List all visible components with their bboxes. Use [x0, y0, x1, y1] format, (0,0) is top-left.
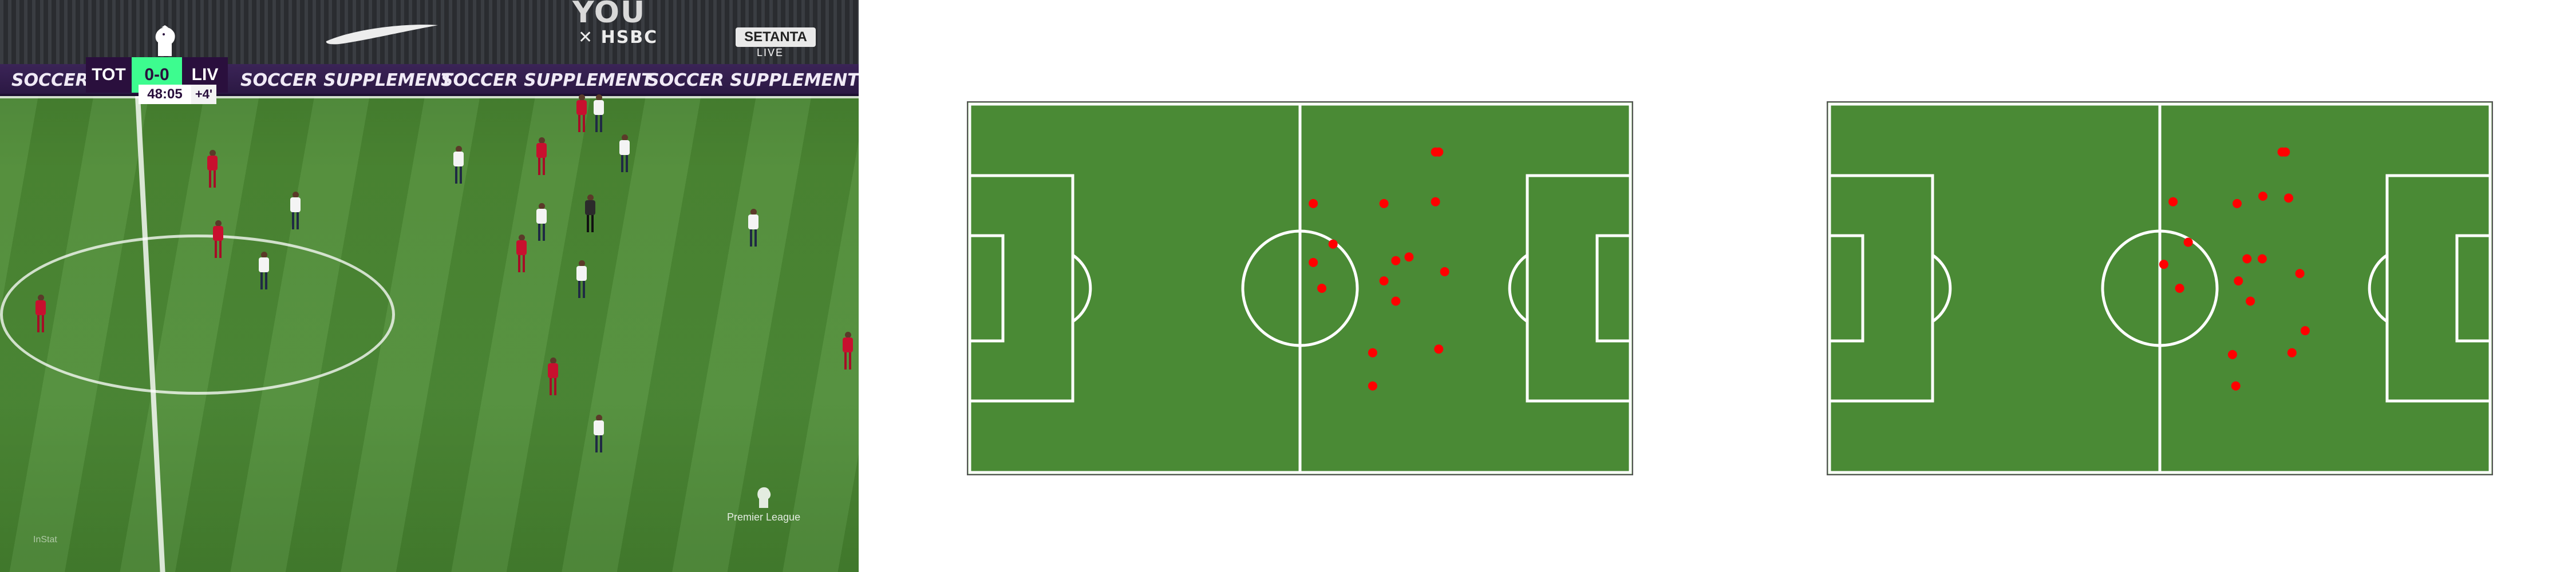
player-figure: [592, 94, 605, 132]
pitch-diagram: [967, 101, 1633, 475]
player-dot: [2258, 192, 2267, 201]
sponsor-you-banner: YOU: [572, 0, 646, 30]
player-dot: [2175, 284, 2184, 293]
radar-pitch: [1826, 101, 2494, 476]
ad-board-text: SOCCER SUPPLEMENT: [647, 70, 859, 90]
player-dots: [1309, 147, 1449, 391]
player-dot: [2159, 260, 2168, 269]
away-team-code: LIV: [182, 57, 228, 93]
player-dot: [1328, 239, 1338, 249]
player-dot: [2295, 269, 2305, 279]
right-goal-area: [2455, 234, 2492, 343]
player-dot: [1431, 197, 1440, 206]
pitch-markings: [1828, 102, 2492, 474]
right-goal-area: [1595, 234, 1632, 343]
player-dot: [1368, 381, 1377, 391]
player-dot: [2287, 348, 2297, 357]
center-circle: [1241, 229, 1359, 347]
touchline: [0, 96, 859, 98]
player-dot: [2234, 276, 2243, 286]
player-dot: [1309, 257, 1318, 267]
player-figure: [575, 260, 588, 298]
player-dot: [1379, 198, 1389, 208]
setanta-logo: SETANTA: [736, 27, 816, 47]
studio-mark: InStat: [33, 535, 57, 545]
player-dot: [1434, 344, 1444, 354]
player-figure: [535, 203, 548, 241]
left-goal-area: [1828, 234, 1864, 343]
player-dot: [1431, 147, 1440, 157]
stadium-stands: YOU ✕ HSBC SETANTA LIVE: [0, 0, 859, 64]
player-dot: [1379, 276, 1389, 286]
player-figure: [535, 137, 548, 175]
player-figure: [592, 415, 605, 452]
home-team-code: TOT: [86, 57, 132, 93]
ad-board-text: SOCCER SUPPLEMENT: [240, 70, 453, 90]
player-dot: [2168, 197, 2178, 206]
player-figure: [206, 150, 219, 188]
player-dot: [2231, 381, 2241, 391]
right-penalty-arc: [1508, 253, 1528, 323]
ad-board-text: SOCCER SUPPLEMENT: [441, 70, 653, 90]
player-figure: [841, 332, 854, 370]
player-figure: [515, 235, 528, 272]
player-dot: [1317, 284, 1327, 293]
center-circle: [0, 235, 395, 395]
pitch-diagram: [1827, 101, 2493, 475]
added-time: +4': [191, 85, 216, 104]
right-penalty-arc: [2368, 253, 2388, 323]
left-goal-area: [968, 234, 1005, 343]
player-dot: [1404, 252, 1414, 262]
match-clock: 48:05: [139, 85, 191, 104]
pitch-markings: [968, 102, 1632, 474]
player-figure: [452, 146, 465, 184]
player-dot: [2257, 254, 2267, 264]
player-figure: [212, 220, 224, 258]
left-penalty-arc: [1931, 253, 1952, 323]
center-circle: [2101, 229, 2219, 347]
player-figure: [575, 94, 588, 132]
premier-league-watermark: Premier League: [727, 486, 800, 523]
player-dot: [1391, 296, 1401, 306]
player-figure: [34, 295, 47, 332]
player-dot: [2246, 296, 2255, 306]
player-figure: [747, 209, 760, 247]
premier-league-lion-icon: [155, 25, 175, 56]
player-figure: [289, 192, 302, 229]
player-dot: [2277, 147, 2287, 157]
player-dot: [2284, 193, 2293, 203]
player-figure: [547, 357, 559, 395]
player-figure: [584, 194, 596, 232]
player-dot: [1391, 256, 1401, 265]
player-figure: [258, 252, 270, 289]
player-dot: [1368, 348, 1377, 357]
broadcast-frame: YOU ✕ HSBC SETANTA LIVE SOCCER SUPPLEMEN…: [0, 0, 859, 572]
sponsor-hsbc-banner: ✕ HSBC: [578, 27, 658, 47]
player-dot: [2227, 349, 2237, 359]
player-dots: [2159, 147, 2310, 391]
player-dot: [2300, 326, 2310, 336]
player-dot: [1440, 267, 1449, 276]
player-figure: [618, 134, 631, 172]
radar-pitch: [966, 101, 1634, 476]
player-dot: [2233, 198, 2242, 208]
left-penalty-arc: [1072, 253, 1092, 323]
player-dot: [2183, 237, 2193, 247]
player-dot: [1309, 198, 1318, 208]
player-dot: [2242, 254, 2252, 264]
watermark-text: Premier League: [727, 511, 801, 523]
premier-league-crest-icon: [757, 487, 771, 508]
nike-swoosh-icon: [326, 25, 438, 45]
live-indicator: LIVE: [757, 47, 784, 58]
